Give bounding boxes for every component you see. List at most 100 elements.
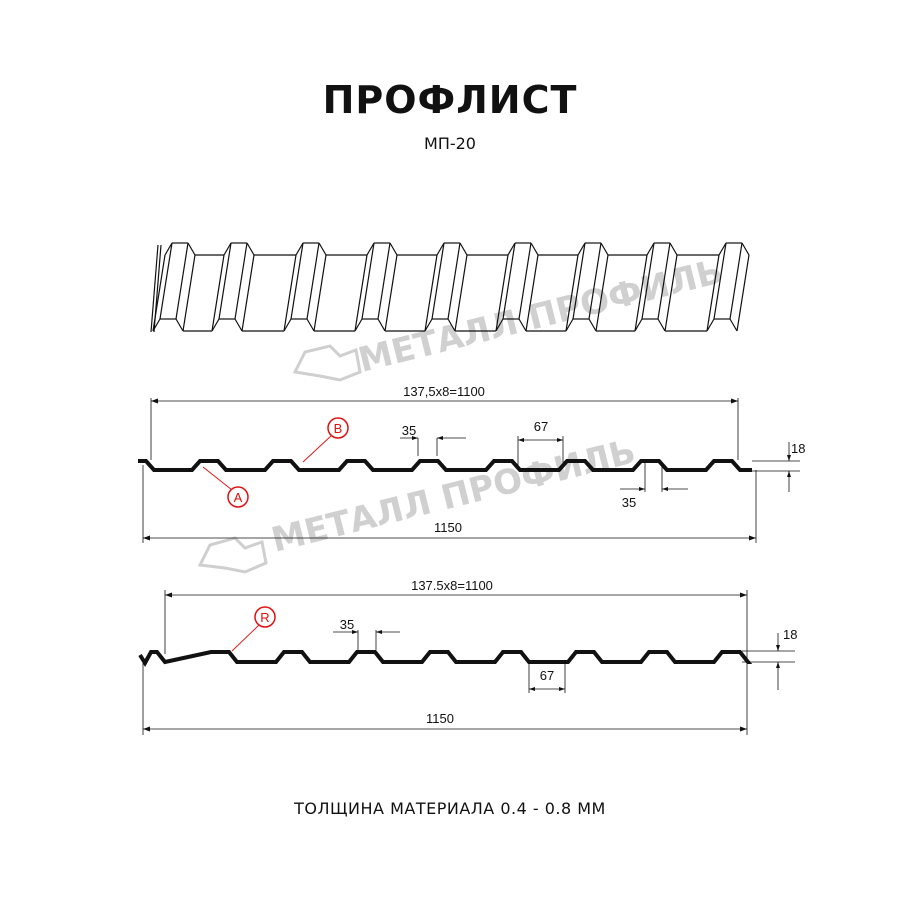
sheet-edge xyxy=(729,242,743,320)
sheet-edge xyxy=(669,242,678,256)
ridge-width-label: 35 xyxy=(340,617,354,632)
sheet-edge xyxy=(318,242,327,256)
sheet-edge xyxy=(595,254,609,332)
sheet-edge xyxy=(377,318,386,332)
trough-width-label: 67 xyxy=(540,668,554,683)
sheet-edge xyxy=(729,318,738,332)
sheet-edge xyxy=(495,318,504,332)
sheet-edge xyxy=(565,254,579,332)
sheet-edge xyxy=(150,244,159,333)
sheet-edge xyxy=(454,254,468,332)
sheet-edge xyxy=(664,254,678,332)
watermark-text: МЕТАЛЛ ПРОФИЛЬ xyxy=(355,252,727,381)
sheet-edge xyxy=(211,318,220,332)
svg-text:R: R xyxy=(260,610,269,625)
profile-a: 137,5x8=1100 1150 35 67 35 18 A B xyxy=(138,384,805,543)
sheet-edge xyxy=(159,242,173,320)
sheet-edge xyxy=(283,318,292,332)
sheet-edge xyxy=(713,242,727,320)
sheet-edge xyxy=(634,254,648,332)
sheet-edge xyxy=(588,318,597,332)
sheet-edge xyxy=(634,318,643,332)
sheet-edge xyxy=(187,242,196,256)
sheet-edge xyxy=(447,318,456,332)
height-label: 18 xyxy=(791,441,805,456)
sheet-edge xyxy=(366,242,375,256)
sheet-edge xyxy=(295,242,304,256)
sheet-edge xyxy=(354,254,368,332)
marker-b: B xyxy=(302,417,349,463)
sheet-edge xyxy=(525,254,539,332)
sheet-edge xyxy=(600,242,609,256)
ridge-width-label-2: 35 xyxy=(622,495,636,510)
width-label: 1150 xyxy=(426,711,454,726)
sheet-edge xyxy=(241,254,255,332)
sheet-edge xyxy=(361,242,375,320)
sheet-edge xyxy=(565,318,574,332)
profile-b-section xyxy=(138,650,753,667)
sheet-edge xyxy=(718,242,727,256)
material-thickness-note: ТОЛЩИНА МАТЕРИАЛА 0.4 - 0.8 ММ xyxy=(294,799,606,818)
sheet-edge xyxy=(223,242,232,256)
sheet-edge xyxy=(741,242,750,256)
sheet-edge xyxy=(377,242,391,320)
sheet-edge xyxy=(518,318,527,332)
model-subtitle: МП-20 xyxy=(424,134,476,153)
sheet-edge xyxy=(530,242,539,256)
sheet-edge xyxy=(424,318,433,332)
sheet-edge xyxy=(182,254,196,332)
sheet-edge xyxy=(495,254,509,332)
sheet-edge xyxy=(354,318,363,332)
sheet-edge xyxy=(507,242,516,256)
sheet-edge xyxy=(424,254,438,332)
pitch-label: 137,5x8=1100 xyxy=(403,384,485,399)
profile-b: 137.5x8=1100 1150 35 67 18 R xyxy=(138,578,797,735)
sheet-edge xyxy=(447,242,461,320)
width-label: 1150 xyxy=(434,520,462,535)
sheet-3d-view xyxy=(150,242,750,333)
marker-a: A xyxy=(202,466,249,508)
sheet-edge xyxy=(641,242,655,320)
sheet-edge xyxy=(518,242,532,320)
sheet-edge xyxy=(175,318,184,332)
svg-text:A: A xyxy=(234,490,243,505)
sheet-edge xyxy=(153,244,162,333)
trough-width-label: 67 xyxy=(534,419,548,434)
sheet-edge xyxy=(646,242,655,256)
sheet-edge xyxy=(246,242,255,256)
sheet-edge xyxy=(384,254,398,332)
sheet-edge xyxy=(431,242,445,320)
marker-r: R xyxy=(231,606,276,652)
sheet-edge xyxy=(306,318,315,332)
sheet-edge xyxy=(283,254,297,332)
sheet-edge xyxy=(502,242,516,320)
sheet-edge xyxy=(436,242,445,256)
watermark-text: МЕТАЛЛ ПРОФИЛЬ xyxy=(268,432,640,561)
sheet-edge xyxy=(706,254,720,332)
sheet-edge xyxy=(218,242,232,320)
svg-text:B: B xyxy=(334,421,343,436)
sheet-edge xyxy=(588,242,602,320)
page-title: ПРОФЛИСТ xyxy=(322,78,578,122)
pitch-label: 137.5x8=1100 xyxy=(411,578,493,593)
sheet-edge xyxy=(164,242,173,256)
sheet-edge xyxy=(736,254,750,332)
watermark-logo-2: МЕТАЛЛ ПРОФИЛЬ xyxy=(197,432,640,574)
sheet-edge xyxy=(389,242,398,256)
sheet-edge xyxy=(572,242,586,320)
sheet-edge xyxy=(313,254,327,332)
sheet-edge xyxy=(459,242,468,256)
sheet-edge xyxy=(657,242,671,320)
sheet-edge xyxy=(234,242,248,320)
sheet-edge xyxy=(306,242,320,320)
height-label: 18 xyxy=(783,627,797,642)
ridge-width-label: 35 xyxy=(402,423,416,438)
sheet-edge xyxy=(577,242,586,256)
profile-a-section xyxy=(138,459,752,472)
sheet-edge xyxy=(211,254,225,332)
sheet-edge xyxy=(290,242,304,320)
sheet-edge xyxy=(657,318,666,332)
sheet-edge xyxy=(234,318,243,332)
